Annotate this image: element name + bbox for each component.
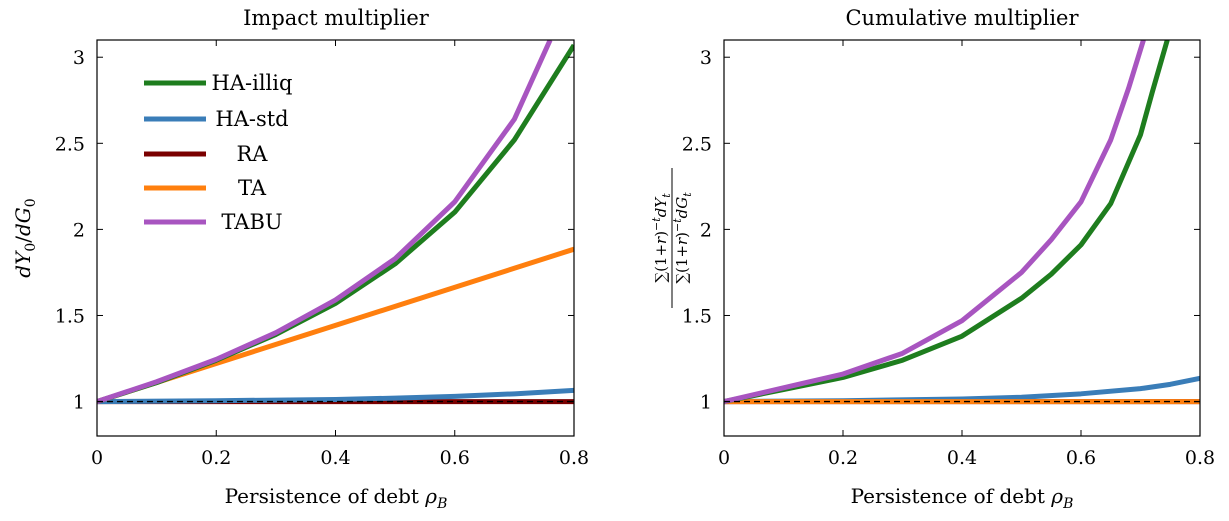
x-tick-label: 0 bbox=[718, 447, 730, 469]
plot-frame bbox=[723, 39, 1201, 437]
y-tick-label: 1.5 bbox=[55, 305, 85, 327]
x-tick-label: 0.8 bbox=[559, 447, 589, 469]
y-tick-label: 1.5 bbox=[682, 305, 712, 327]
x-tick-label: 0.4 bbox=[947, 447, 977, 469]
legend-entry-ra: RA bbox=[144, 142, 268, 166]
legend: HA-illiq HA-std RA TA TABU bbox=[144, 71, 292, 234]
legend-label: HA-std bbox=[215, 107, 288, 131]
x-tick-label: 0 bbox=[91, 447, 103, 469]
y-axis-label: dY0/dG0 bbox=[11, 198, 39, 277]
legend-entry-ha-std: HA-std bbox=[144, 107, 289, 131]
cumulative-multiplier-panel: Cumulative multiplier 0 0.2 0.4 0.6 0.8 1 1.5 2… bbox=[650, 6, 1215, 512]
legend-label: HA-illiq bbox=[212, 71, 293, 95]
chart-title: Cumulative multiplier bbox=[845, 6, 1079, 30]
legend-label: TA bbox=[238, 176, 267, 200]
series-line-tabu bbox=[97, 40, 553, 404]
series-line-ha-std bbox=[97, 387, 574, 405]
series-line-ha-std bbox=[724, 375, 1200, 405]
legend-entry-tabu: TABU bbox=[144, 210, 283, 234]
y-axis-denominator: ∑(1+r)−tdGt bbox=[671, 192, 694, 284]
legend-entry-ha-illiq: HA-illiq bbox=[144, 71, 292, 95]
y-tick-label: 2.5 bbox=[682, 133, 712, 155]
x-tick-label: 0.4 bbox=[320, 447, 350, 469]
x-axis-label: Persistence of debt ρB bbox=[851, 484, 1074, 512]
y-axis-label: ∑(1+r)−tdYt ∑(1+r)−tdGt bbox=[650, 168, 694, 308]
y-tick-label: 3 bbox=[700, 47, 712, 69]
legend-entry-ta: TA bbox=[144, 176, 267, 200]
plot-frame bbox=[96, 39, 575, 437]
series-line-tabu bbox=[724, 40, 1146, 405]
y-tick-label: 2.5 bbox=[55, 133, 85, 155]
impact-multiplier-panel: Impact multiplier 0 0.2 0.4 0.6 0.8 1 1.5 2 2.5 3… bbox=[11, 6, 589, 512]
y-tick-label: 1 bbox=[73, 392, 85, 414]
x-tick-label: 0.6 bbox=[1066, 447, 1096, 469]
series-line-ha-illiq bbox=[724, 40, 1170, 405]
x-tick-label: 0.2 bbox=[201, 447, 231, 469]
chart-title: Impact multiplier bbox=[243, 6, 430, 30]
y-tick-label: 3 bbox=[73, 47, 85, 69]
y-axis-numerator: ∑(1+r)−tdYt bbox=[650, 193, 673, 283]
x-tick-label: 0.2 bbox=[828, 447, 858, 469]
legend-label: RA bbox=[237, 142, 269, 166]
x-tick-label: 0.6 bbox=[440, 447, 470, 469]
x-axis-label: Persistence of debt ρB bbox=[225, 484, 448, 512]
y-tick-label: 1 bbox=[700, 392, 712, 414]
y-tick-label: 2 bbox=[700, 219, 712, 241]
y-tick-label: 2 bbox=[73, 219, 85, 241]
legend-label: TABU bbox=[221, 210, 282, 234]
x-tick-label: 0.8 bbox=[1185, 447, 1215, 469]
